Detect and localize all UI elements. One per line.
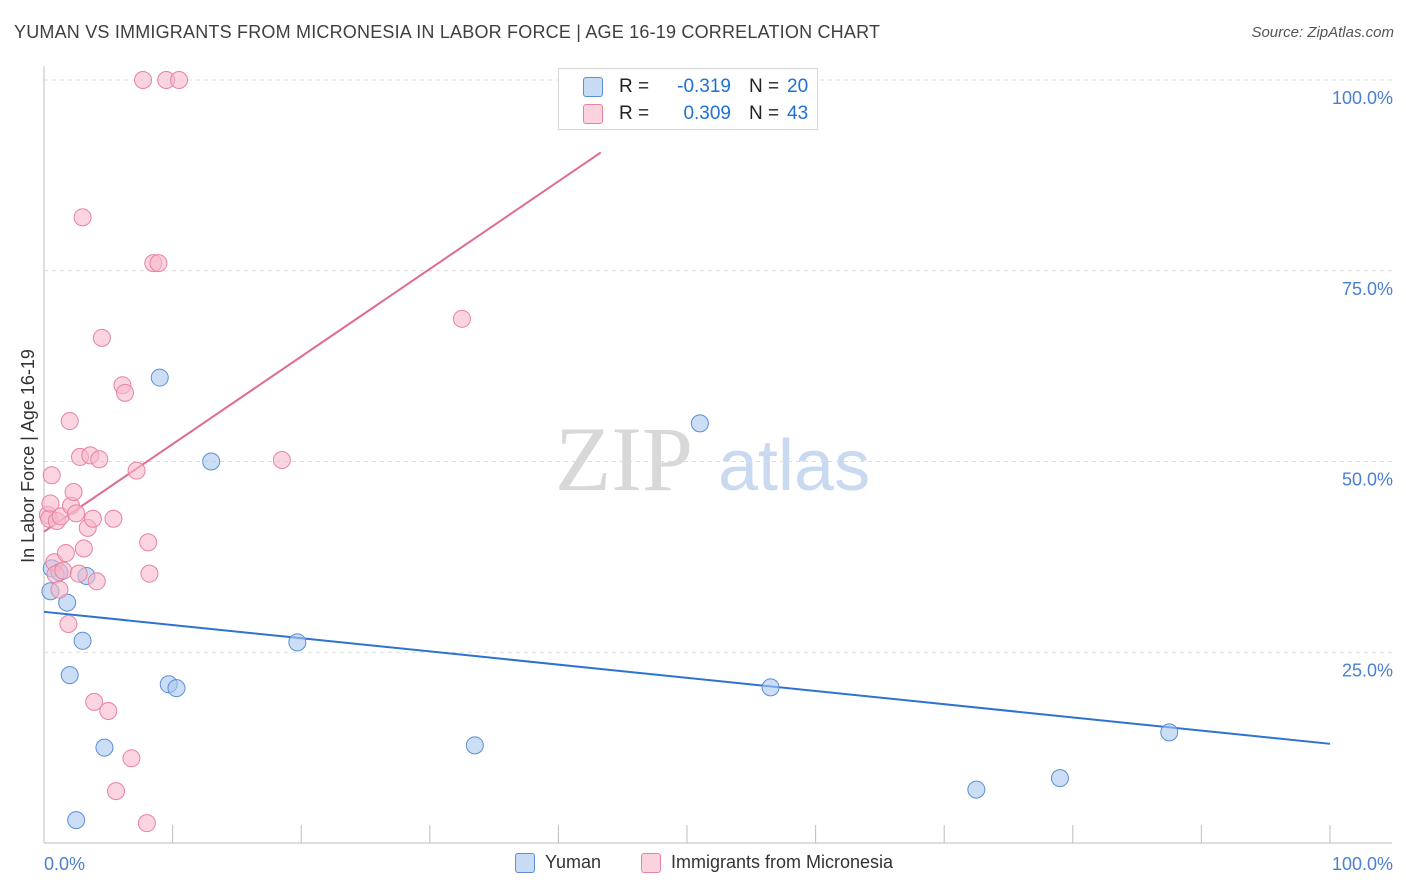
point-micronesia <box>127 461 146 480</box>
point-micronesia <box>99 702 118 721</box>
point-micronesia <box>59 615 78 634</box>
point-micronesia <box>64 483 83 502</box>
y-axis-label: In Labor Force | Age 16-19 <box>18 349 38 563</box>
point-micronesia <box>56 544 75 563</box>
stats-swatch-yuman <box>583 77 603 97</box>
point-micronesia <box>87 572 106 591</box>
point-micronesia <box>452 309 471 328</box>
point-micronesia <box>85 692 104 711</box>
point-yuman <box>288 633 307 652</box>
point-yuman <box>465 736 484 755</box>
trend-line-micronesia <box>43 151 602 533</box>
n-label: N = <box>749 103 780 124</box>
y-tick-label: 100.0% <box>1332 88 1393 108</box>
point-micronesia <box>122 749 141 768</box>
legend-item-yuman[interactable]: Yuman <box>515 852 601 873</box>
watermark-zip: ZIP <box>555 408 693 510</box>
point-yuman <box>167 679 186 698</box>
point-micronesia <box>140 564 159 583</box>
y-tick-label: 75.0% <box>1342 279 1393 299</box>
point-micronesia <box>41 494 60 513</box>
point-yuman <box>60 666 79 685</box>
n-value: 20 <box>787 76 809 97</box>
legend-item-micronesia[interactable]: Immigrants from Micronesia <box>641 852 893 873</box>
point-micronesia <box>54 561 73 580</box>
x-tick-label: 0.0% <box>44 854 85 874</box>
point-micronesia <box>139 533 158 552</box>
point-micronesia <box>92 328 111 347</box>
point-yuman <box>967 780 986 799</box>
point-micronesia <box>134 71 153 89</box>
source-credit: Source: ZipAtlas.com <box>1251 24 1394 41</box>
y-tick-label: 50.0% <box>1342 470 1393 490</box>
point-yuman <box>67 811 86 830</box>
y-tick-label: 25.0% <box>1342 660 1393 680</box>
point-micronesia <box>116 383 135 402</box>
point-micronesia <box>42 466 61 485</box>
point-yuman <box>202 452 221 471</box>
point-yuman <box>150 368 169 387</box>
point-micronesia <box>170 71 189 89</box>
stats-row-micronesia: R = 0.309 N = 43 <box>583 102 808 126</box>
legend-swatch-micronesia <box>641 852 661 873</box>
r-label: R = <box>619 103 650 124</box>
stats-swatch-micronesia <box>583 104 603 124</box>
r-value: 0.309 <box>683 103 731 124</box>
point-micronesia <box>90 450 109 469</box>
r-value: -0.319 <box>677 76 731 97</box>
bottom-legend: Yuman Immigrants from Micronesia <box>0 850 1406 880</box>
point-micronesia <box>104 509 123 528</box>
point-micronesia <box>83 509 102 528</box>
n-value: 43 <box>787 103 809 124</box>
stats-row-yuman: R = -0.319 N = 20 <box>583 75 808 99</box>
legend-label-micronesia: Immigrants from Micronesia <box>671 852 894 872</box>
point-micronesia <box>67 504 86 523</box>
point-yuman <box>761 678 780 697</box>
watermark-atlas: atlas <box>718 426 870 506</box>
legend-label-yuman: Yuman <box>545 852 602 872</box>
point-yuman <box>95 738 114 757</box>
chart-title: YUMAN VS IMMIGRANTS FROM MICRONESIA IN L… <box>14 22 881 42</box>
point-micronesia <box>60 412 79 431</box>
point-yuman <box>73 631 92 650</box>
x-tick-label: 100.0% <box>1332 854 1393 874</box>
trend-line-yuman <box>43 610 1331 745</box>
n-label: N = <box>749 76 780 97</box>
point-micronesia <box>149 254 168 273</box>
point-micronesia <box>272 450 291 469</box>
r-label: R = <box>619 76 650 97</box>
point-micronesia <box>73 208 92 227</box>
point-yuman <box>1160 723 1179 742</box>
point-yuman <box>690 414 709 433</box>
point-yuman <box>1050 769 1069 788</box>
point-micronesia <box>74 539 93 558</box>
point-micronesia <box>107 782 126 801</box>
point-micronesia <box>69 564 88 583</box>
point-micronesia <box>137 814 156 833</box>
legend-swatch-yuman <box>515 852 535 873</box>
stats-legend: R = -0.319 N = 20 R = 0.309 N = 43 <box>558 68 818 130</box>
point-micronesia <box>50 580 69 599</box>
